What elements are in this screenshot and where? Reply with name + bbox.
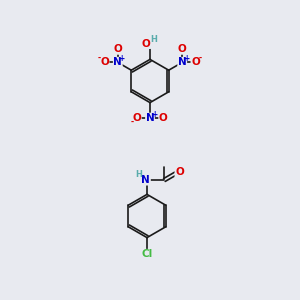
Text: +: + (118, 54, 125, 63)
Text: Cl: Cl (141, 249, 153, 260)
Text: N: N (178, 57, 187, 68)
Text: O: O (159, 113, 168, 123)
Text: -: - (199, 54, 202, 63)
Text: N: N (141, 175, 150, 185)
Text: -: - (98, 54, 101, 63)
Text: O: O (191, 57, 200, 68)
Text: +: + (183, 54, 189, 63)
Text: O: O (100, 57, 109, 68)
Text: N: N (146, 113, 154, 123)
Text: -: - (130, 118, 133, 127)
Text: N: N (113, 57, 122, 68)
Text: O: O (142, 38, 151, 49)
Text: O: O (132, 113, 141, 123)
Text: O: O (175, 167, 184, 177)
Text: H: H (135, 170, 142, 179)
Text: H: H (151, 34, 157, 43)
Text: O: O (178, 44, 187, 54)
Text: +: + (151, 110, 157, 119)
Text: O: O (113, 44, 122, 54)
